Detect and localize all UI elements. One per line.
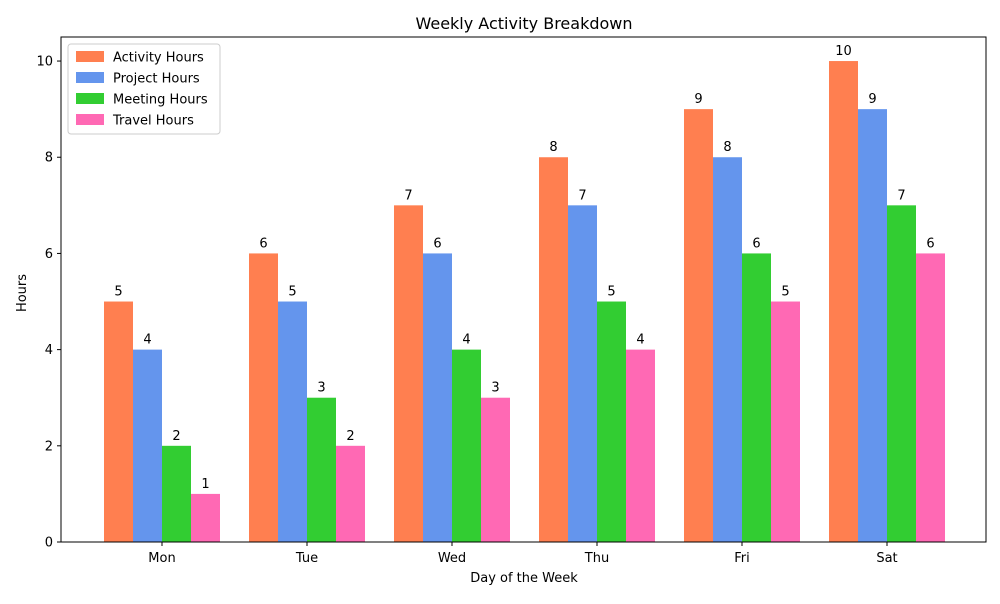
x-tick-label: Sat bbox=[876, 551, 897, 566]
legend-box bbox=[67, 43, 221, 135]
data-label: 3 bbox=[491, 381, 499, 396]
data-label: 7 bbox=[578, 188, 586, 203]
bar bbox=[307, 397, 336, 542]
data-label: 4 bbox=[636, 333, 644, 348]
x-tick-label: Wed bbox=[438, 551, 466, 566]
y-axis-label: Hours bbox=[15, 274, 30, 312]
bar bbox=[191, 493, 220, 542]
data-label: 2 bbox=[172, 429, 180, 444]
bar bbox=[278, 301, 307, 542]
legend-label: Travel Hours bbox=[112, 114, 194, 129]
bar bbox=[423, 253, 452, 542]
bar bbox=[597, 301, 626, 542]
bars-layer bbox=[104, 61, 945, 543]
data-label: 6 bbox=[926, 236, 934, 251]
data-label: 5 bbox=[607, 285, 615, 300]
legend-label: Activity Hours bbox=[113, 51, 204, 66]
data-label: 2 bbox=[346, 429, 354, 444]
data-label: 4 bbox=[143, 333, 151, 348]
y-tick-label: 2 bbox=[45, 439, 53, 454]
bar bbox=[916, 253, 945, 542]
legend: Activity Hours Project Hours Meeting Hours… bbox=[67, 43, 221, 135]
legend-swatch bbox=[76, 93, 104, 104]
bar bbox=[394, 205, 423, 543]
bar bbox=[858, 109, 887, 543]
bar bbox=[771, 301, 800, 542]
bar bbox=[887, 205, 916, 543]
bar bbox=[104, 301, 133, 542]
x-tick-label: Mon bbox=[148, 551, 175, 566]
bar bbox=[713, 157, 742, 542]
data-label: 7 bbox=[897, 188, 905, 203]
bar bbox=[829, 61, 858, 543]
y-tick-label: 4 bbox=[45, 343, 53, 358]
data-label: 8 bbox=[723, 140, 731, 155]
chart-title: Weekly Activity Breakdown bbox=[415, 14, 632, 33]
legend-swatch bbox=[76, 51, 104, 62]
bar bbox=[684, 109, 713, 543]
x-tick-label: Fri bbox=[734, 551, 750, 566]
bar bbox=[336, 445, 365, 542]
bar bbox=[249, 253, 278, 542]
x-axis-label: Day of the Week bbox=[470, 571, 578, 586]
y-tick-label: 8 bbox=[45, 151, 53, 166]
data-label: 7 bbox=[404, 188, 412, 203]
bar bbox=[452, 349, 481, 542]
x-tick-label: Tue bbox=[295, 551, 318, 566]
legend-label: Meeting Hours bbox=[113, 93, 208, 108]
bar bbox=[162, 445, 191, 542]
data-label: 3 bbox=[317, 381, 325, 396]
axes-layer: 0 2 4 6 8 10 Mon Tue Wed Thu Fri Sat bbox=[36, 36, 987, 566]
legend-label: Project Hours bbox=[113, 72, 200, 87]
data-label: 4 bbox=[462, 333, 470, 348]
data-label: 8 bbox=[549, 140, 557, 155]
y-tick-label: 10 bbox=[36, 55, 53, 70]
x-tick-label: Thu bbox=[584, 551, 609, 566]
bar bbox=[742, 253, 771, 542]
bar bbox=[626, 349, 655, 542]
plot-frame bbox=[60, 36, 987, 543]
bar bbox=[568, 205, 597, 543]
bar bbox=[539, 157, 568, 542]
y-tick-label: 0 bbox=[45, 536, 53, 551]
legend-swatch bbox=[76, 72, 104, 83]
bar bbox=[481, 397, 510, 542]
data-label: 6 bbox=[259, 236, 267, 251]
data-label: 5 bbox=[781, 285, 789, 300]
y-tick-label: 6 bbox=[45, 247, 53, 262]
data-label: 5 bbox=[114, 285, 122, 300]
data-label: 9 bbox=[868, 92, 876, 107]
data-label: 6 bbox=[433, 236, 441, 251]
data-label: 10 bbox=[835, 44, 852, 59]
data-label: 6 bbox=[752, 236, 760, 251]
data-labels-layer: 5 6 7 8 9 10 4 5 6 7 8 9 2 3 4 5 6 7 1 2 3 4 5 6 bbox=[114, 44, 934, 492]
data-label: 9 bbox=[694, 92, 702, 107]
data-label: 5 bbox=[288, 285, 296, 300]
legend-swatch bbox=[76, 114, 104, 125]
bar bbox=[133, 349, 162, 542]
data-label: 1 bbox=[201, 477, 209, 492]
